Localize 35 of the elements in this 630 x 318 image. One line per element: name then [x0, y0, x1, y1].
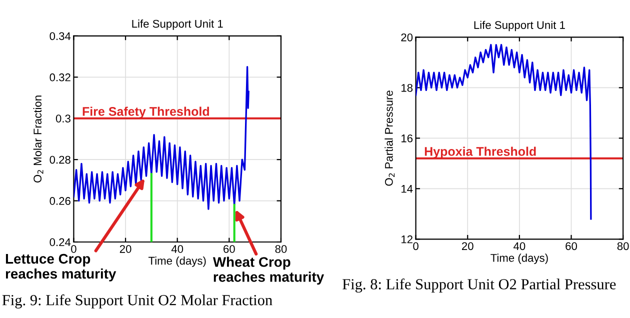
- y-tick-label: 0.3: [56, 114, 70, 122]
- line-series: [74, 66, 250, 210]
- y-axis-title: O$_{2}$ Partial Pressure: [384, 90, 395, 186]
- y-axis-title: O$_{2}$ Molar Fraction: [33, 96, 44, 182]
- x-tick-label: 0: [71, 245, 76, 253]
- annotation: Wheat Crop reaches maturity: [212, 256, 324, 285]
- caption: Fig. 9: Life Support Unit O2 Molar Fraction: [2, 294, 272, 308]
- x-tick-label: 60: [224, 245, 235, 253]
- y-tick-label: 0.24: [50, 238, 71, 246]
- x-tick-label: 20: [120, 245, 132, 253]
- x-tick-label: 40: [514, 242, 526, 250]
- y-tick-label: 0.26: [50, 197, 70, 205]
- x-tick-label: 20: [462, 242, 474, 250]
- x-axis-title: Time (days): [490, 254, 548, 264]
- x-tick-label: 40: [171, 245, 184, 253]
- y-tick-label: 18: [402, 84, 413, 92]
- x-axis-title: Time (days): [148, 256, 206, 267]
- chart-title: Life Support Unit 1: [132, 20, 223, 30]
- annotation: Lettuce Crop reaches maturity: [6, 254, 116, 282]
- y-tick-label: 12: [402, 235, 412, 244]
- x-tick-label: 80: [275, 245, 287, 253]
- y-tick-label: 0.32: [50, 73, 70, 82]
- y-tick-label: 14: [402, 185, 413, 193]
- x-tick-label: 60: [566, 242, 577, 250]
- x-tick-label: 80: [617, 242, 629, 250]
- y-tick-label: 20: [401, 33, 413, 42]
- y-tick-label: 0.34: [50, 32, 71, 40]
- y-tick-label: 16: [402, 134, 413, 142]
- y-tick-label: 0.28: [50, 156, 70, 164]
- chart-title: Life Support Unit 1: [474, 20, 565, 32]
- x-tick-label: 0: [413, 242, 418, 250]
- ref-line-label: Hypoxia Threshold: [424, 146, 536, 158]
- caption: Fig. 8: Life Support Unit O2 Partial Pressure: [342, 278, 616, 293]
- line-series: [416, 44, 592, 220]
- ref-line-label: Fire Safety Threshold: [82, 106, 209, 118]
